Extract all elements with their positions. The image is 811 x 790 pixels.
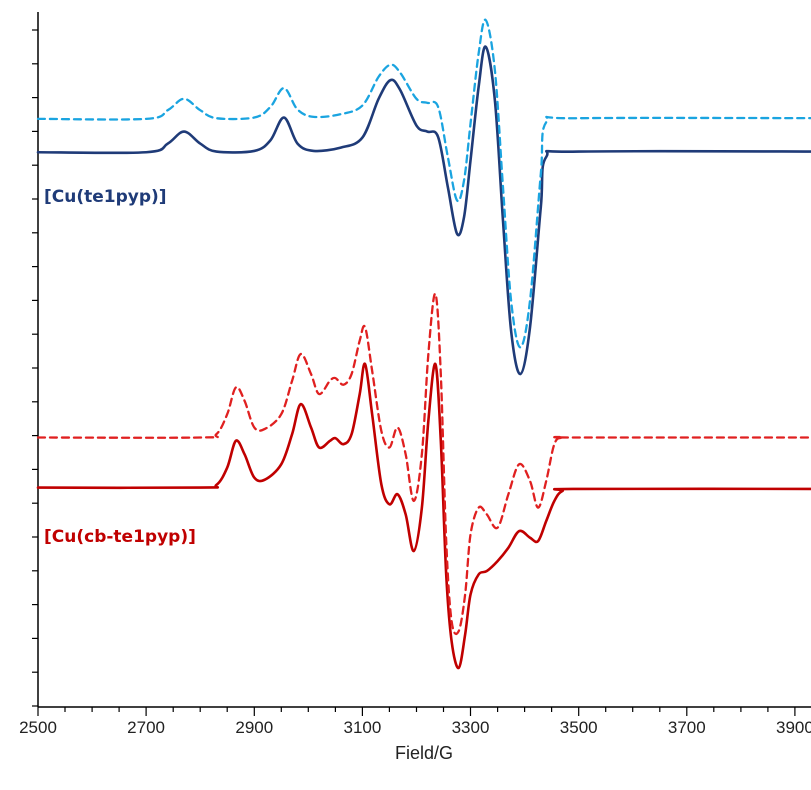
series-line-blue-dashed: [36, 18, 811, 349]
series-lines: [36, 18, 811, 670]
x-tick-label: 3500: [560, 718, 598, 737]
y-axis-ticks: [32, 29, 38, 707]
x-tick-label: 2900: [235, 718, 273, 737]
series-label-cu-te1pyp: [Cu(te1pyp)]: [44, 187, 167, 207]
x-axis-title: Field/G: [395, 743, 453, 763]
x-tick-label: 2500: [19, 718, 57, 737]
x-tick-label: 2700: [127, 718, 165, 737]
series-line-blue-solid: [36, 45, 811, 376]
x-tick-label: 3700: [668, 718, 706, 737]
axes: 2500 2700 2900 3100 3300 3500 3700 3900: [19, 12, 811, 737]
series-label-cu-cb-te1pyp: [Cu(cb-te1pyp)]: [44, 527, 196, 547]
x-axis-tick-labels: 2500 2700 2900 3100 3300 3500 3700 3900: [19, 718, 811, 737]
x-tick-label: 3300: [452, 718, 490, 737]
x-axis-ticks: [37, 707, 796, 716]
series-line-red-dashed: [36, 292, 811, 636]
x-tick-label: 3100: [343, 718, 381, 737]
series-line-red-solid: [36, 362, 811, 670]
x-tick-label: 3900: [776, 718, 811, 737]
